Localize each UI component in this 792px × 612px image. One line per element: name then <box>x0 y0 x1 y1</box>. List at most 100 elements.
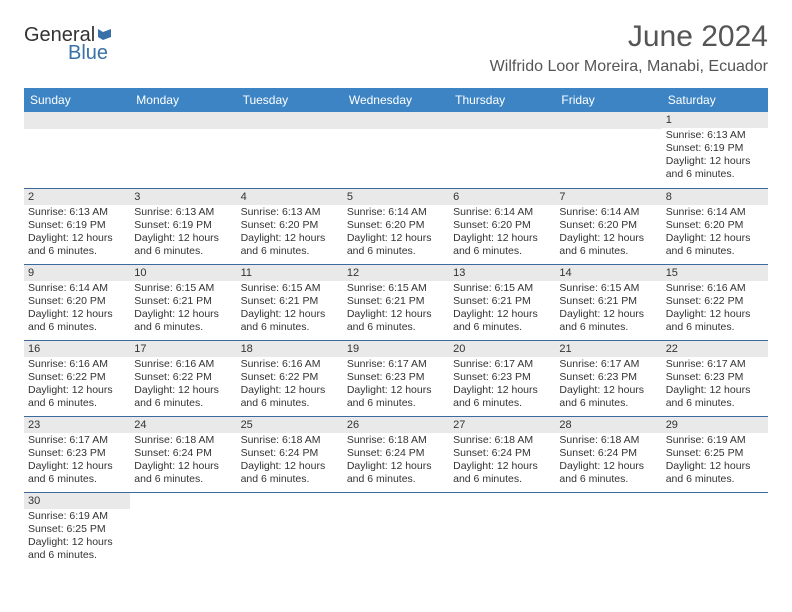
calendar-day-cell: 11Sunrise: 6:15 AMSunset: 6:21 PMDayligh… <box>237 264 343 340</box>
day-details: Sunrise: 6:14 AMSunset: 6:20 PMDaylight:… <box>662 205 768 262</box>
sunrise-line: Sunrise: 6:14 AM <box>347 206 445 219</box>
calendar-body: 1Sunrise: 6:13 AMSunset: 6:19 PMDaylight… <box>24 112 768 568</box>
sunset-line: Sunset: 6:20 PM <box>666 219 764 232</box>
calendar-day-cell <box>555 492 661 568</box>
calendar-day-cell: 7Sunrise: 6:14 AMSunset: 6:20 PMDaylight… <box>555 188 661 264</box>
calendar-day-cell: 21Sunrise: 6:17 AMSunset: 6:23 PMDayligh… <box>555 340 661 416</box>
calendar-header-row: SundayMondayTuesdayWednesdayThursdayFrid… <box>24 88 768 112</box>
calendar-day-cell: 27Sunrise: 6:18 AMSunset: 6:24 PMDayligh… <box>449 416 555 492</box>
calendar-day-cell: 9Sunrise: 6:14 AMSunset: 6:20 PMDaylight… <box>24 264 130 340</box>
day-number: 28 <box>555 417 661 433</box>
location: Wilfrido Loor Moreira, Manabi, Ecuador <box>490 58 768 76</box>
day-number: 10 <box>130 265 236 281</box>
sunset-line: Sunset: 6:21 PM <box>241 295 339 308</box>
sunrise-line: Sunrise: 6:17 AM <box>559 358 657 371</box>
day-number: 3 <box>130 189 236 205</box>
daylight-line: Daylight: 12 hours and 6 minutes. <box>347 460 445 486</box>
day-details: Sunrise: 6:15 AMSunset: 6:21 PMDaylight:… <box>449 281 555 338</box>
column-header: Wednesday <box>343 88 449 112</box>
sunrise-line: Sunrise: 6:19 AM <box>28 510 126 523</box>
sunrise-line: Sunrise: 6:15 AM <box>453 282 551 295</box>
daylight-line: Daylight: 12 hours and 6 minutes. <box>666 384 764 410</box>
daylight-line: Daylight: 12 hours and 6 minutes. <box>559 308 657 334</box>
calendar-day-cell <box>662 492 768 568</box>
daylight-line: Daylight: 12 hours and 6 minutes. <box>666 308 764 334</box>
calendar-day-cell: 8Sunrise: 6:14 AMSunset: 6:20 PMDaylight… <box>662 188 768 264</box>
day-number: 23 <box>24 417 130 433</box>
daylight-line: Daylight: 12 hours and 6 minutes. <box>666 232 764 258</box>
sunset-line: Sunset: 6:20 PM <box>241 219 339 232</box>
sunset-line: Sunset: 6:19 PM <box>666 142 764 155</box>
sunrise-line: Sunrise: 6:16 AM <box>241 358 339 371</box>
daylight-line: Daylight: 12 hours and 6 minutes. <box>134 384 232 410</box>
column-header: Saturday <box>662 88 768 112</box>
calendar-week-row: 1Sunrise: 6:13 AMSunset: 6:19 PMDaylight… <box>24 112 768 188</box>
day-details: Sunrise: 6:16 AMSunset: 6:22 PMDaylight:… <box>662 281 768 338</box>
logo: General Blue <box>24 26 119 62</box>
calendar-day-cell: 24Sunrise: 6:18 AMSunset: 6:24 PMDayligh… <box>130 416 236 492</box>
day-number: 16 <box>24 341 130 357</box>
daylight-line: Daylight: 12 hours and 6 minutes. <box>347 384 445 410</box>
calendar-day-cell: 28Sunrise: 6:18 AMSunset: 6:24 PMDayligh… <box>555 416 661 492</box>
day-number: 5 <box>343 189 449 205</box>
sunset-line: Sunset: 6:24 PM <box>241 447 339 460</box>
calendar-day-cell: 25Sunrise: 6:18 AMSunset: 6:24 PMDayligh… <box>237 416 343 492</box>
sunrise-line: Sunrise: 6:15 AM <box>347 282 445 295</box>
sunset-line: Sunset: 6:24 PM <box>559 447 657 460</box>
calendar-day-cell <box>555 112 661 188</box>
calendar-day-cell <box>24 112 130 188</box>
calendar-day-cell: 13Sunrise: 6:15 AMSunset: 6:21 PMDayligh… <box>449 264 555 340</box>
calendar-week-row: 30Sunrise: 6:19 AMSunset: 6:25 PMDayligh… <box>24 492 768 568</box>
sunrise-line: Sunrise: 6:18 AM <box>453 434 551 447</box>
day-number: 20 <box>449 341 555 357</box>
day-details: Sunrise: 6:16 AMSunset: 6:22 PMDaylight:… <box>237 357 343 414</box>
day-number: 29 <box>662 417 768 433</box>
calendar-day-cell: 30Sunrise: 6:19 AMSunset: 6:25 PMDayligh… <box>24 492 130 568</box>
daylight-line: Daylight: 12 hours and 6 minutes. <box>134 232 232 258</box>
sunrise-line: Sunrise: 6:16 AM <box>666 282 764 295</box>
column-header: Sunday <box>24 88 130 112</box>
day-details: Sunrise: 6:13 AMSunset: 6:19 PMDaylight:… <box>130 205 236 262</box>
sunset-line: Sunset: 6:21 PM <box>453 295 551 308</box>
day-number: 15 <box>662 265 768 281</box>
calendar-day-cell <box>237 112 343 188</box>
sunrise-line: Sunrise: 6:13 AM <box>241 206 339 219</box>
daylight-line: Daylight: 12 hours and 6 minutes. <box>28 232 126 258</box>
calendar-day-cell: 19Sunrise: 6:17 AMSunset: 6:23 PMDayligh… <box>343 340 449 416</box>
sunrise-line: Sunrise: 6:13 AM <box>28 206 126 219</box>
day-number: 19 <box>343 341 449 357</box>
calendar-day-cell: 29Sunrise: 6:19 AMSunset: 6:25 PMDayligh… <box>662 416 768 492</box>
sunset-line: Sunset: 6:23 PM <box>28 447 126 460</box>
sunset-line: Sunset: 6:19 PM <box>134 219 232 232</box>
calendar-day-cell <box>449 492 555 568</box>
daylight-line: Daylight: 12 hours and 6 minutes. <box>666 155 764 181</box>
daylight-line: Daylight: 12 hours and 6 minutes. <box>134 460 232 486</box>
day-number: 12 <box>343 265 449 281</box>
day-details: Sunrise: 6:17 AMSunset: 6:23 PMDaylight:… <box>555 357 661 414</box>
day-number: 18 <box>237 341 343 357</box>
daylight-line: Daylight: 12 hours and 6 minutes. <box>241 308 339 334</box>
day-number: 26 <box>343 417 449 433</box>
day-details: Sunrise: 6:17 AMSunset: 6:23 PMDaylight:… <box>343 357 449 414</box>
calendar-week-row: 16Sunrise: 6:16 AMSunset: 6:22 PMDayligh… <box>24 340 768 416</box>
day-details: Sunrise: 6:18 AMSunset: 6:24 PMDaylight:… <box>449 433 555 490</box>
calendar-week-row: 2Sunrise: 6:13 AMSunset: 6:19 PMDaylight… <box>24 188 768 264</box>
column-header: Thursday <box>449 88 555 112</box>
daylight-line: Daylight: 12 hours and 6 minutes. <box>453 232 551 258</box>
day-details: Sunrise: 6:18 AMSunset: 6:24 PMDaylight:… <box>130 433 236 490</box>
calendar-day-cell: 10Sunrise: 6:15 AMSunset: 6:21 PMDayligh… <box>130 264 236 340</box>
sunrise-line: Sunrise: 6:18 AM <box>559 434 657 447</box>
sunset-line: Sunset: 6:24 PM <box>347 447 445 460</box>
sunset-line: Sunset: 6:22 PM <box>241 371 339 384</box>
sunset-line: Sunset: 6:22 PM <box>134 371 232 384</box>
day-details: Sunrise: 6:14 AMSunset: 6:20 PMDaylight:… <box>24 281 130 338</box>
empty-day-header <box>237 112 343 129</box>
empty-day-header <box>449 112 555 129</box>
day-number: 27 <box>449 417 555 433</box>
calendar-day-cell: 12Sunrise: 6:15 AMSunset: 6:21 PMDayligh… <box>343 264 449 340</box>
sunset-line: Sunset: 6:22 PM <box>28 371 126 384</box>
sunrise-line: Sunrise: 6:16 AM <box>28 358 126 371</box>
calendar-day-cell: 22Sunrise: 6:17 AMSunset: 6:23 PMDayligh… <box>662 340 768 416</box>
daylight-line: Daylight: 12 hours and 6 minutes. <box>241 232 339 258</box>
day-details: Sunrise: 6:13 AMSunset: 6:19 PMDaylight:… <box>24 205 130 262</box>
